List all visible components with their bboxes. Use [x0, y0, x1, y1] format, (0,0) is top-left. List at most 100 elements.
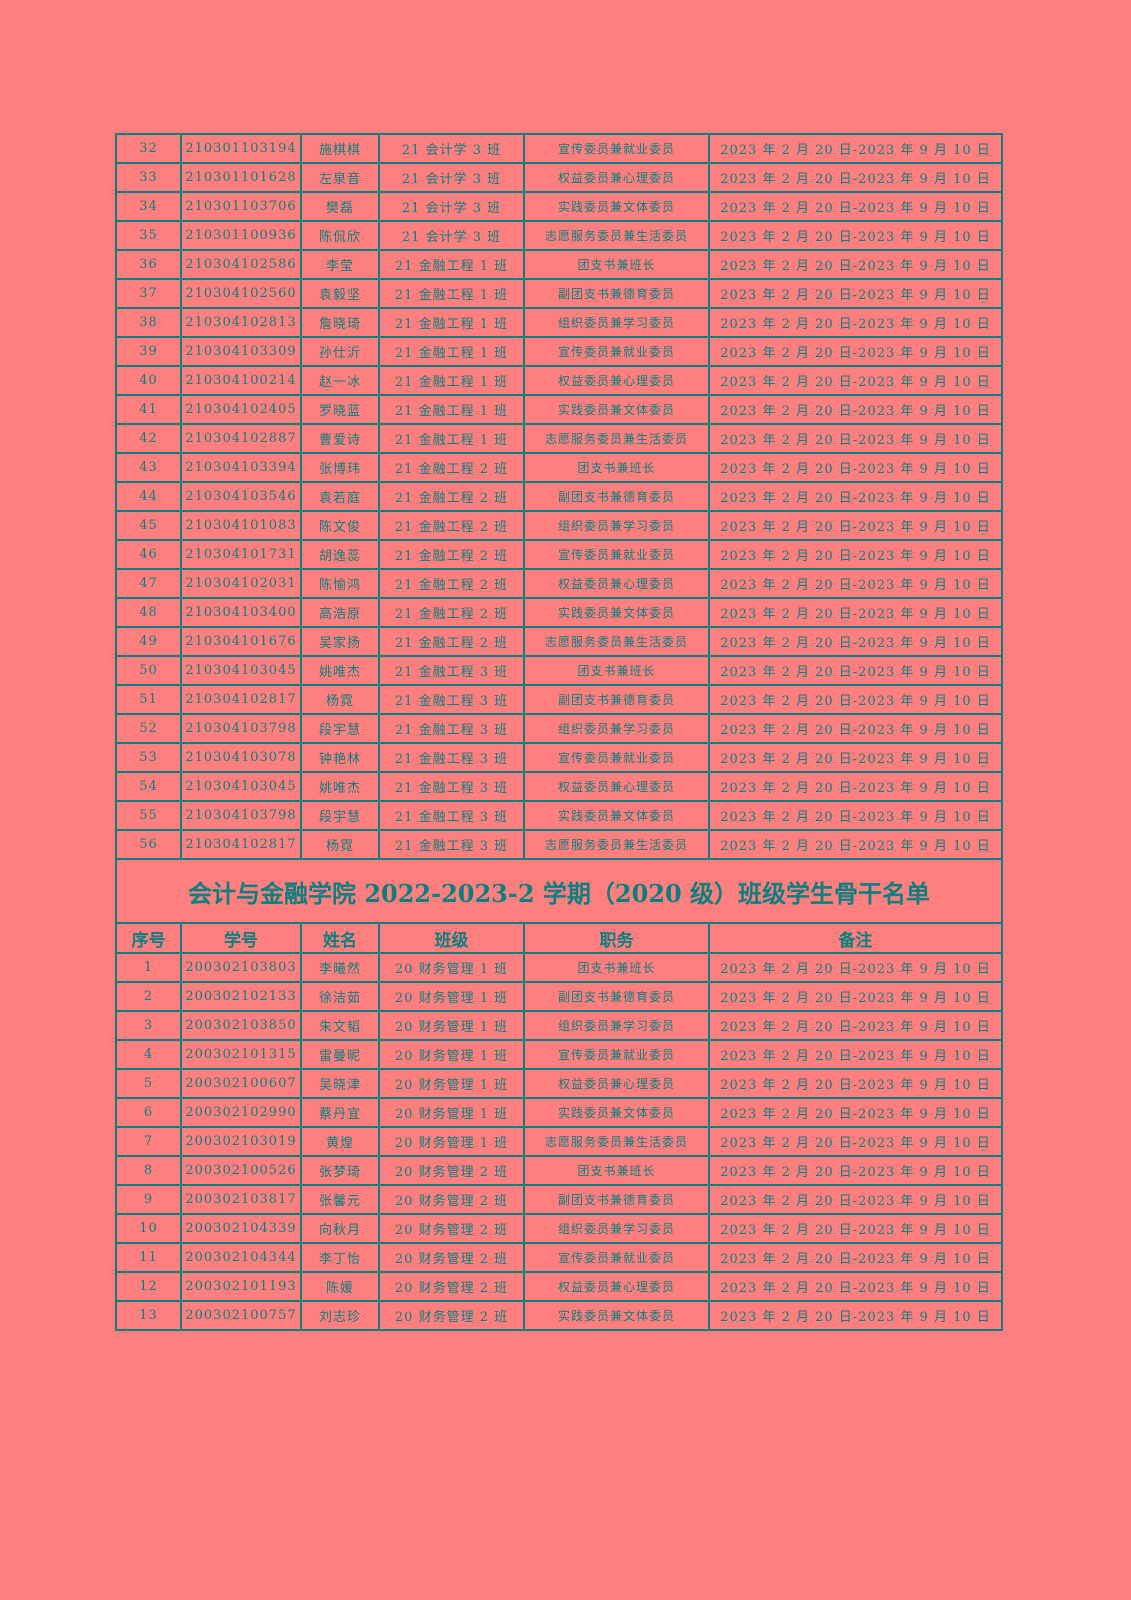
index-cell: 11: [115, 1242, 182, 1273]
table-row: 34 210301103706 樊磊 21 会计学 3 班实践委员兼文体委员 2023 …: [115, 191, 1003, 222]
remarks-cell: 2023 年 2 月 20 日-2023 年 9 月 10 日: [708, 952, 1003, 983]
remarks-cell: 2023 年 2 月 20 日-2023 年 9 月 10 日: [708, 771, 1003, 802]
student-id-cell: 210301103706: [180, 191, 302, 222]
remarks-cell: 2023 年 2 月 20 日-2023 年 9 月 10 日: [708, 1126, 1003, 1157]
student-leaders-table: 32 210301103194 施棋棋 21 会计学 3 班宣传委员兼就业委员 2023…: [115, 133, 1003, 1331]
name-cell: 姚唯杰: [300, 655, 380, 686]
position-cell: 志愿服务委员兼生活委员: [523, 829, 710, 860]
student-id-cell: 210304100214: [180, 365, 302, 396]
position-cell: 实践委员兼文体委员: [523, 1300, 710, 1331]
index-cell: 44: [115, 481, 182, 512]
position-cell: 组织委员兼学习委员: [523, 510, 710, 541]
table-row: 56 210304102817 杨霓 21 金融工程 3 班志愿服务委员兼生活委员 20…: [115, 829, 1003, 860]
student-id-cell: 210301103194: [180, 133, 302, 164]
index-cell: 47: [115, 568, 182, 599]
name-cell: 左泉音: [300, 162, 380, 193]
position-cell: 权益委员兼心理委员: [523, 1068, 710, 1099]
name-cell: 陈文俊: [300, 510, 380, 541]
class-cell: 21 金融工程 2 班: [378, 539, 525, 570]
name-cell: 段宇慧: [300, 713, 380, 744]
index-cell: 34: [115, 191, 182, 222]
name-cell: 陈侃欣: [300, 220, 380, 251]
class-cell: 21 金融工程 2 班: [378, 568, 525, 599]
name-cell: 樊磊: [300, 191, 380, 222]
index-cell: 36: [115, 249, 182, 280]
index-cell: 13: [115, 1300, 182, 1331]
index-cell: 33: [115, 162, 182, 193]
index-cell: 51: [115, 684, 182, 715]
class-cell: 21 金融工程 3 班: [378, 771, 525, 802]
class-cell: 20 财务管理 1 班: [378, 1039, 525, 1070]
student-id-cell: 200302103850: [180, 1010, 302, 1041]
class-cell: 21 会计学 3 班: [378, 162, 525, 193]
class-cell: 20 财务管理 2 班: [378, 1300, 525, 1331]
name-cell: 钟艳林: [300, 742, 380, 773]
index-cell: 43: [115, 452, 182, 483]
remarks-cell: 2023 年 2 月 20 日-2023 年 9 月 10 日: [708, 800, 1003, 831]
remarks-cell: 2023 年 2 月 20 日-2023 年 9 月 10 日: [708, 1213, 1003, 1244]
student-id-cell: 210304102817: [180, 829, 302, 860]
position-cell: 权益委员兼心理委员: [523, 162, 710, 193]
name-cell: 吴晓津: [300, 1068, 380, 1099]
table-row: 12 200302101193 陈媛 20 财务管理 2 班权益委员兼心理委员 2023…: [115, 1271, 1003, 1302]
student-id-cell: 210304103078: [180, 742, 302, 773]
class-cell: 21 金融工程 2 班: [378, 626, 525, 657]
remarks-cell: 2023 年 2 月 20 日-2023 年 9 月 10 日: [708, 133, 1003, 164]
student-id-cell: 210301100936: [180, 220, 302, 251]
position-cell: 副团支书兼德育委员: [523, 1184, 710, 1215]
position-cell: 团支书兼班长: [523, 249, 710, 280]
name-cell: 李莹: [300, 249, 380, 280]
remarks-cell: 2023 年 2 月 20 日-2023 年 9 月 10 日: [708, 1184, 1003, 1215]
index-cell: 45: [115, 510, 182, 541]
table-row: 38 210304102813 詹晓琦 21 金融工程 1 班组织委员兼学习委员 202…: [115, 307, 1003, 338]
class-cell: 20 财务管理 1 班: [378, 1097, 525, 1128]
table-row: 10 200302104339 向秋月 20 财务管理 2 班组织委员兼学习委员 202…: [115, 1213, 1003, 1244]
remarks-cell: 2023 年 2 月 20 日-2023 年 9 月 10 日: [708, 1155, 1003, 1186]
remarks-cell: 2023 年 2 月 20 日-2023 年 9 月 10 日: [708, 220, 1003, 251]
index-cell: 39: [115, 336, 182, 367]
class-cell: 20 财务管理 1 班: [378, 1010, 525, 1041]
student-id-cell: 200302104339: [180, 1213, 302, 1244]
index-cell: 7: [115, 1126, 182, 1157]
header-remarks: 备注: [708, 922, 1003, 954]
student-id-cell: 200302104344: [180, 1242, 302, 1273]
table-row: 45 210304101083 陈文俊 21 金融工程 2 班组织委员兼学习委员 202…: [115, 510, 1003, 541]
remarks-cell: 2023 年 2 月 20 日-2023 年 9 月 10 日: [708, 423, 1003, 454]
position-cell: 宣传委员兼就业委员: [523, 336, 710, 367]
remarks-cell: 2023 年 2 月 20 日-2023 年 9 月 10 日: [708, 249, 1003, 280]
index-cell: 12: [115, 1271, 182, 1302]
student-id-cell: 210304102817: [180, 684, 302, 715]
name-cell: 李曦然: [300, 952, 380, 983]
index-cell: 8: [115, 1155, 182, 1186]
class-cell: 21 金融工程 1 班: [378, 307, 525, 338]
index-cell: 53: [115, 742, 182, 773]
table-row: 53 210304103078 钟艳林 21 金融工程 3 班宣传委员兼就业委员 202…: [115, 742, 1003, 773]
index-cell: 10: [115, 1213, 182, 1244]
student-id-cell: 210304102586: [180, 249, 302, 280]
table-row: 43 210304103394 张博玮 21 金融工程 2 班团支书兼班长 2023 年…: [115, 452, 1003, 483]
index-cell: 5: [115, 1068, 182, 1099]
student-id-cell: 200302102133: [180, 981, 302, 1012]
header-row: 序号 学号 姓名 班级 职务 备注: [115, 922, 1003, 954]
table-row: 32 210301103194 施棋棋 21 会计学 3 班宣传委员兼就业委员 2023…: [115, 133, 1003, 164]
position-cell: 副团支书兼德育委员: [523, 481, 710, 512]
student-id-cell: 210301101628: [180, 162, 302, 193]
index-cell: 56: [115, 829, 182, 860]
index-cell: 1: [115, 952, 182, 983]
remarks-cell: 2023 年 2 月 20 日-2023 年 9 月 10 日: [708, 1242, 1003, 1273]
position-cell: 志愿服务委员兼生活委员: [523, 423, 710, 454]
student-id-cell: 210304102560: [180, 278, 302, 309]
table-row: 36 210304102586 李莹 21 金融工程 1 班团支书兼班长 2023 年 …: [115, 249, 1003, 280]
index-cell: 40: [115, 365, 182, 396]
table-row: 2 200302102133 徐洁茹 20 财务管理 1 班副团支书兼德育委员 2023…: [115, 981, 1003, 1012]
table-row: 39 210304103309 孙仕沂 21 金融工程 1 班宣传委员兼就业委员 202…: [115, 336, 1003, 367]
position-cell: 实践委员兼文体委员: [523, 394, 710, 425]
remarks-cell: 2023 年 2 月 20 日-2023 年 9 月 10 日: [708, 452, 1003, 483]
table-row: 49 210304101676 吴家扬 21 金融工程 2 班志愿服务委员兼生活委员 2…: [115, 626, 1003, 657]
name-cell: 张博玮: [300, 452, 380, 483]
remarks-cell: 2023 年 2 月 20 日-2023 年 9 月 10 日: [708, 278, 1003, 309]
name-cell: 张馨元: [300, 1184, 380, 1215]
table-row: 55 210304103798 段宇慧 21 金融工程 3 班实践委员兼文体委员 202…: [115, 800, 1003, 831]
position-cell: 组织委员兼学习委员: [523, 1213, 710, 1244]
remarks-cell: 2023 年 2 月 20 日-2023 年 9 月 10 日: [708, 481, 1003, 512]
